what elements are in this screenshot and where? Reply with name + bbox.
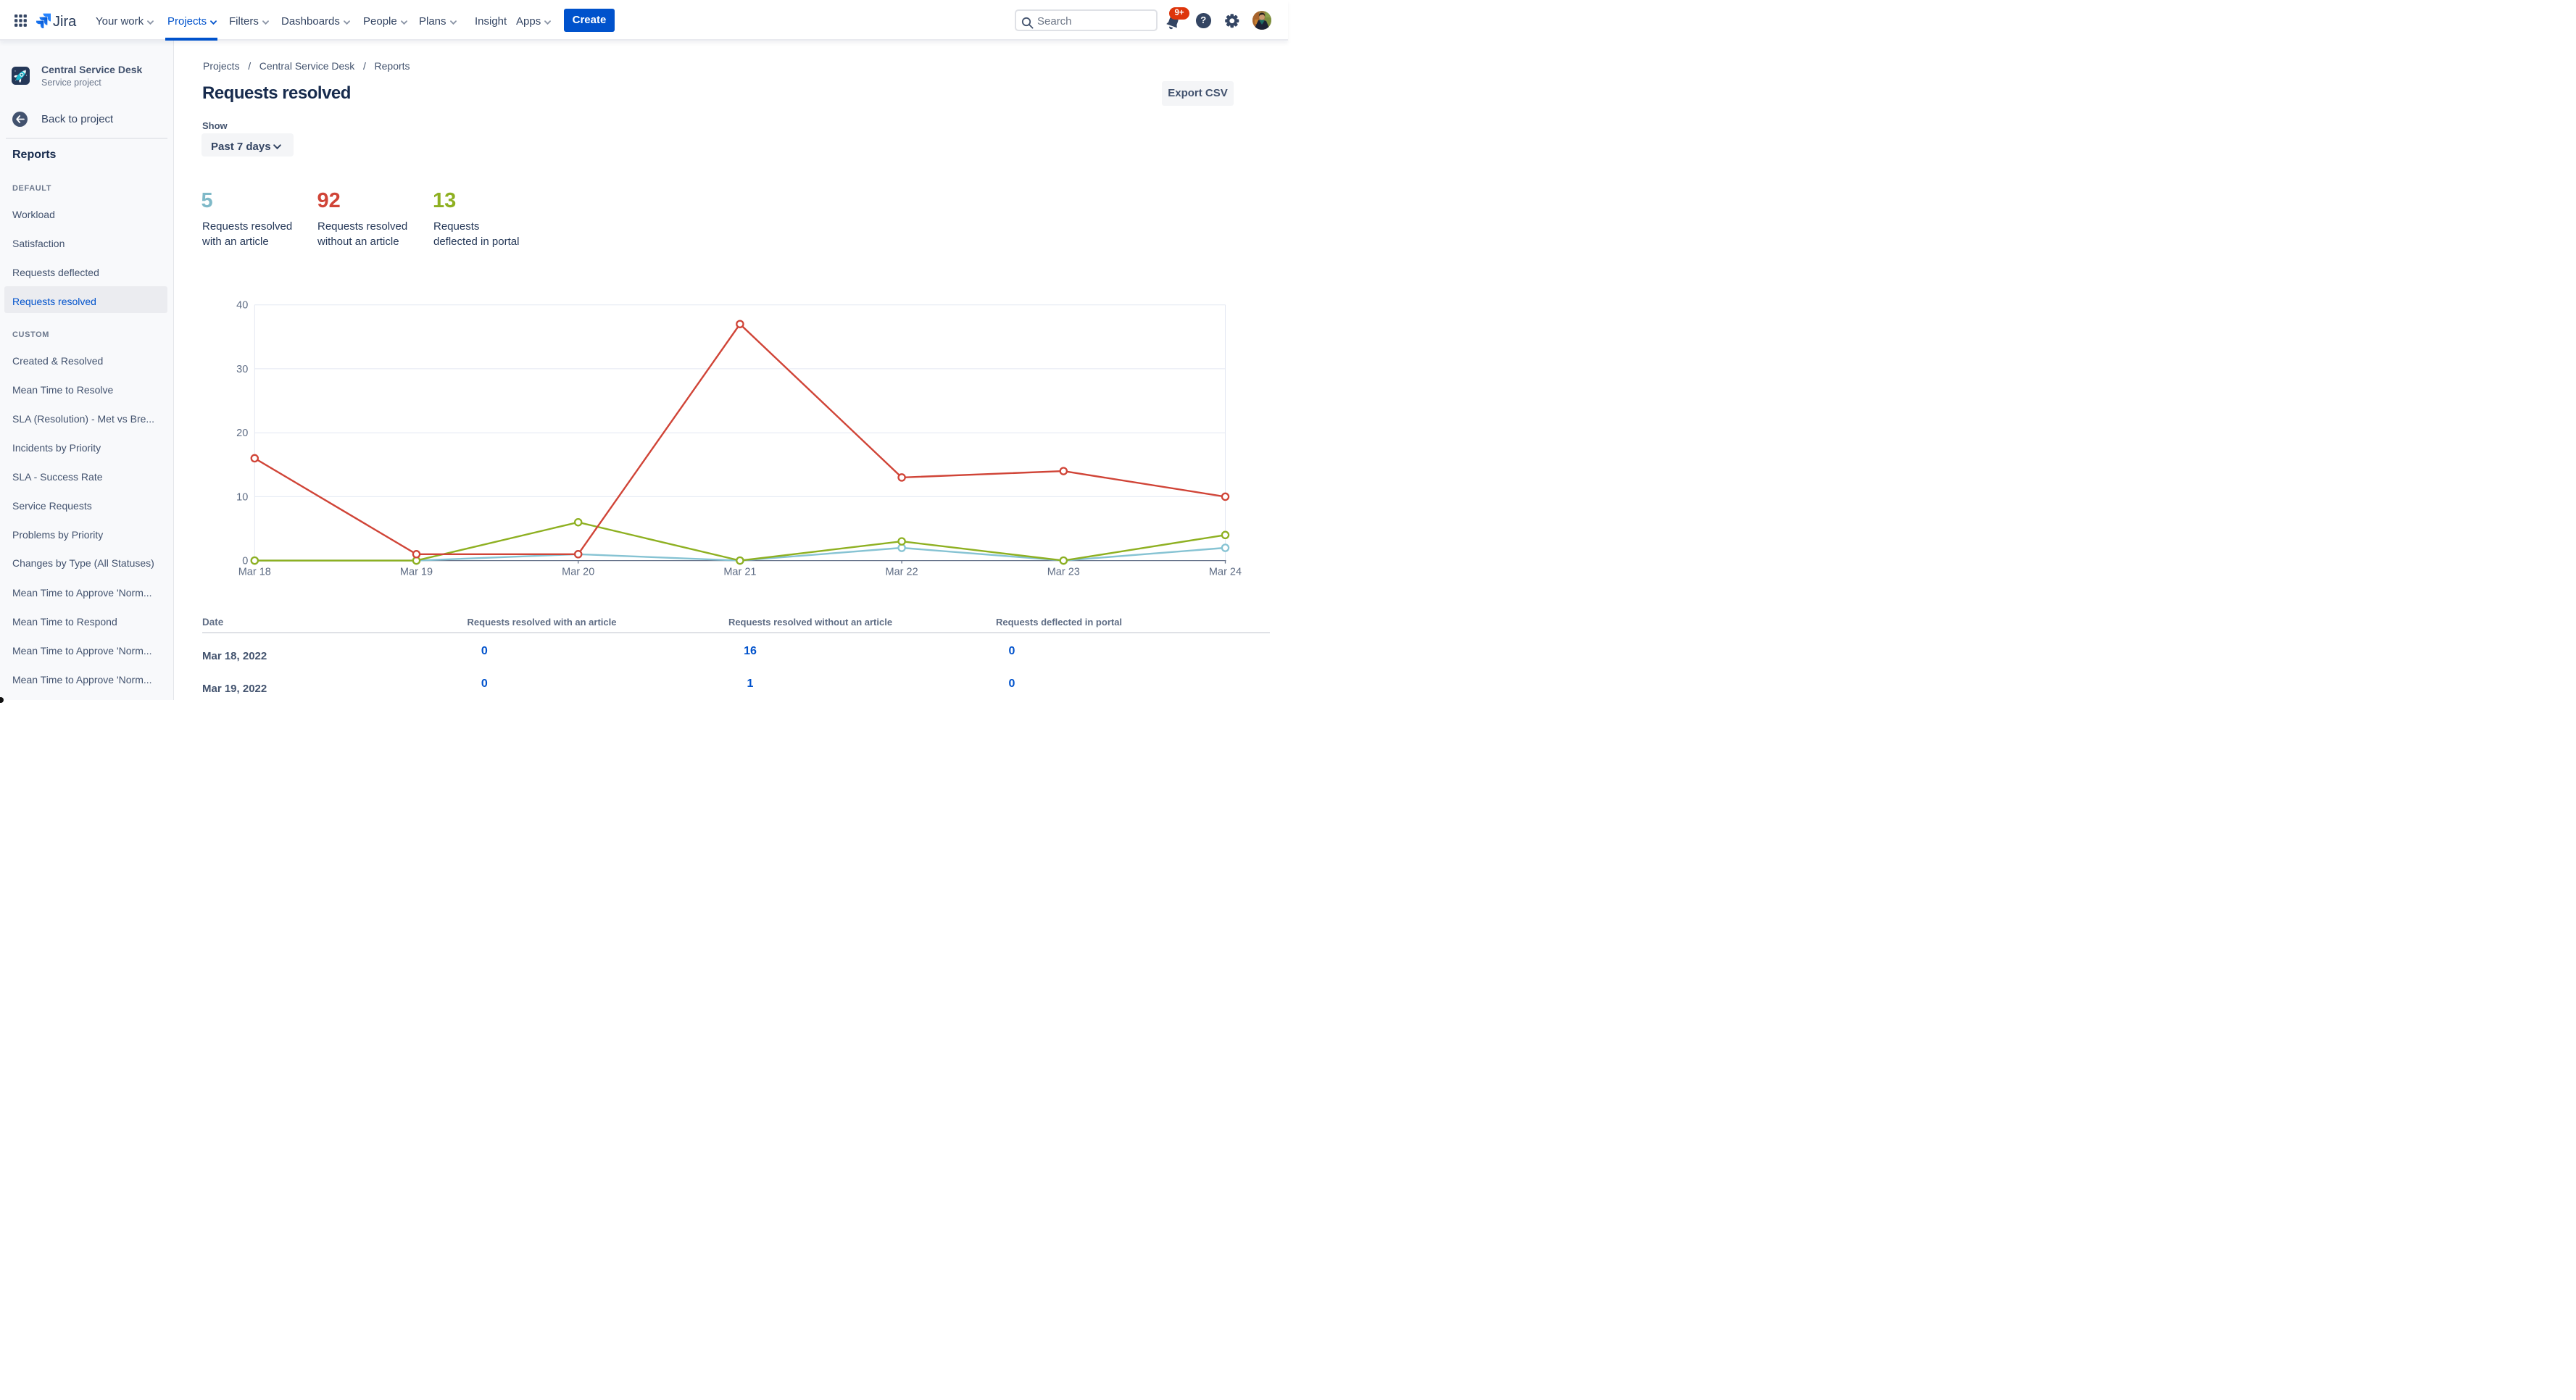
svg-text:40: 40	[236, 300, 248, 312]
svg-text:30: 30	[236, 364, 248, 375]
svg-text:Mar 20: Mar 20	[562, 567, 594, 578]
svg-text:Mar 22: Mar 22	[886, 567, 918, 578]
svg-text:Mar 21: Mar 21	[723, 567, 756, 578]
svg-text:Mar 18: Mar 18	[238, 567, 271, 578]
svg-text:Mar 19: Mar 19	[400, 567, 433, 578]
svg-text:Mar 24: Mar 24	[1209, 567, 1242, 578]
svg-text:Mar 23: Mar 23	[1047, 567, 1080, 578]
svg-text:0: 0	[242, 556, 248, 567]
svg-text:10: 10	[236, 491, 248, 503]
svg-text:20: 20	[236, 428, 248, 439]
